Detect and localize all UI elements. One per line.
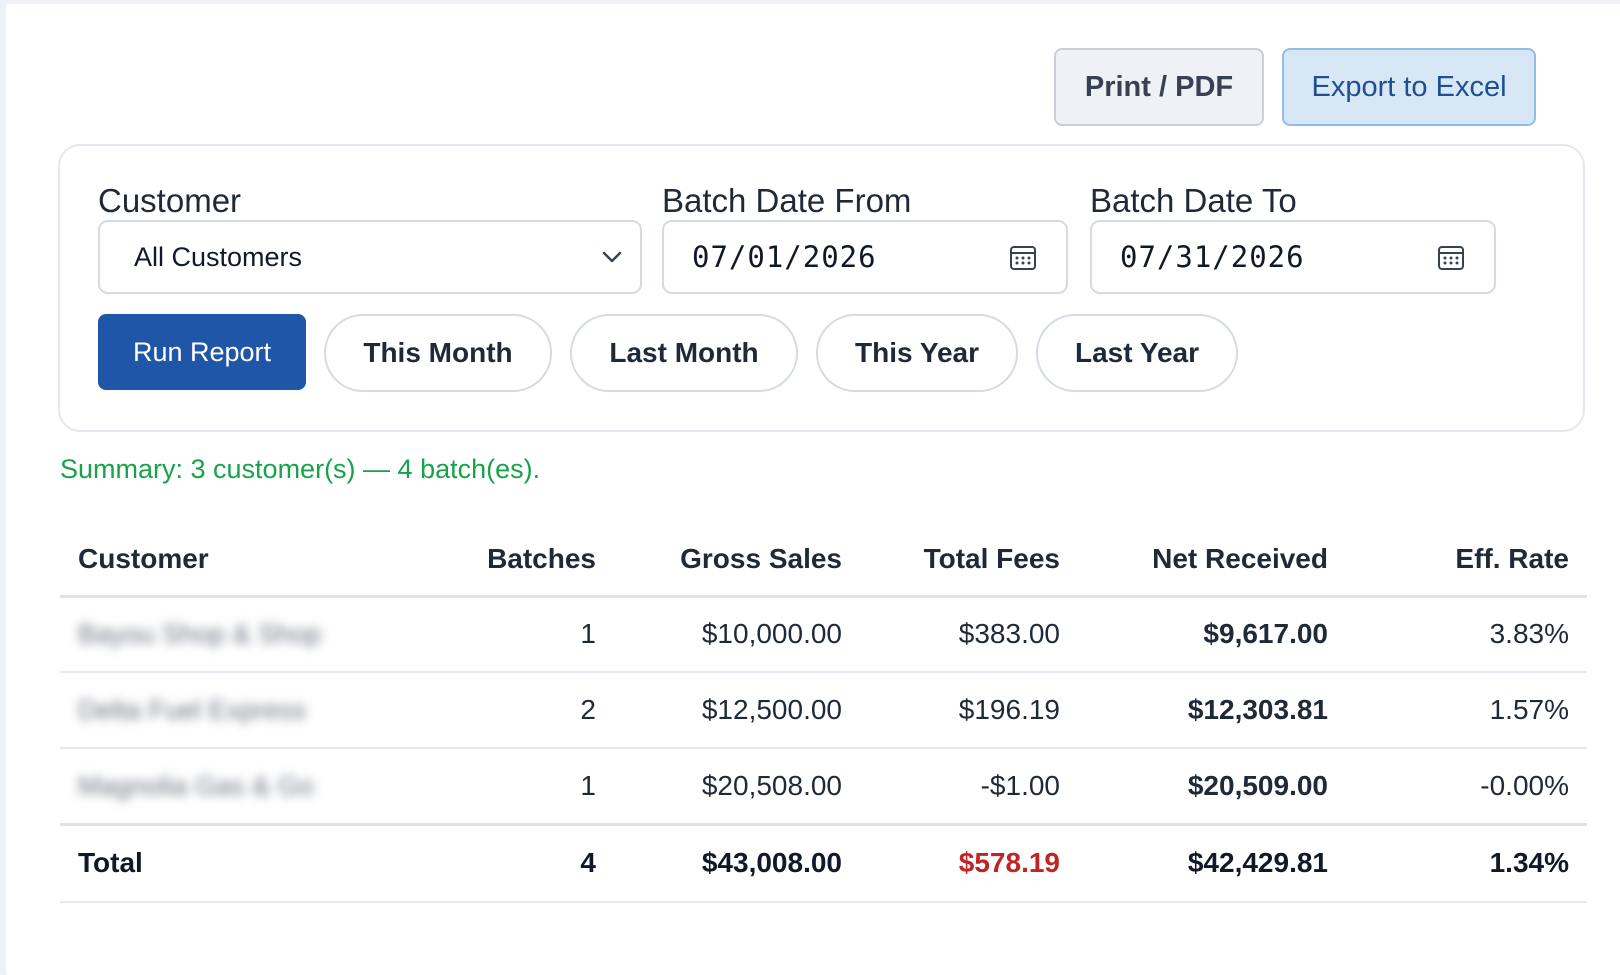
last-year-button[interactable]: Last Year: [1036, 314, 1238, 392]
run-report-button[interactable]: Run Report: [98, 314, 306, 390]
net-cell: $12,303.81: [1060, 672, 1328, 749]
header-net-received[interactable]: Net Received: [1060, 524, 1328, 598]
customer-name: Bayou Shop & Shop: [78, 619, 322, 650]
customer-label: Customer: [98, 182, 242, 219]
gross-cell: $20,508.00: [596, 748, 842, 825]
total-fees: $578.19: [842, 822, 1060, 903]
net-cell: $20,509.00: [1060, 748, 1328, 825]
date-from-label: Batch Date From: [662, 182, 912, 219]
date-to-value: 07/31/2026: [1120, 240, 1305, 274]
print-pdf-button[interactable]: Print / PDF: [1054, 48, 1264, 126]
table-row: Bayou Shop & Shop 1 $10,000.00 $383.00 $…: [60, 596, 1587, 673]
total-gross: $43,008.00: [596, 822, 842, 903]
gross-cell: $10,000.00: [596, 596, 842, 673]
customer-cell: Magnolia Gas & Go: [60, 748, 400, 825]
calendar-icon[interactable]: [1436, 242, 1466, 272]
fees-cell: -$1.00: [842, 748, 1060, 825]
report-table: Customer Batches Gross Sales Total Fees …: [60, 524, 1587, 903]
table-row: Delta Fuel Express 2 $12,500.00 $196.19 …: [60, 672, 1587, 749]
header-customer[interactable]: Customer: [60, 524, 400, 598]
batches-cell: 2: [400, 672, 596, 749]
customer-name: Magnolia Gas & Go: [78, 770, 314, 801]
filter-card: Customer All Customers Batch Date From 0…: [58, 144, 1585, 432]
chevron-down-icon: [602, 251, 622, 263]
customer-select[interactable]: All Customers: [98, 220, 642, 294]
report-page: Print / PDF Export to Excel Customer All…: [6, 4, 1620, 975]
total-net: $42,429.81: [1060, 822, 1328, 903]
this-month-button[interactable]: This Month: [324, 314, 552, 392]
date-to-label: Batch Date To: [1090, 182, 1297, 219]
calendar-icon[interactable]: [1008, 242, 1038, 272]
batches-cell: 1: [400, 596, 596, 673]
total-batches: 4: [400, 822, 596, 903]
header-total-fees[interactable]: Total Fees: [842, 524, 1060, 598]
summary-text: Summary: 3 customer(s) — 4 batch(es).: [60, 454, 541, 484]
button-row: Run Report This Month Last Month This Ye…: [98, 314, 1238, 392]
rate-cell: -0.00%: [1328, 748, 1587, 825]
this-year-button[interactable]: This Year: [816, 314, 1018, 392]
table-header-row: Customer Batches Gross Sales Total Fees …: [60, 524, 1587, 598]
customer-name: Delta Fuel Express: [78, 695, 307, 725]
date-from-input[interactable]: 07/01/2026: [662, 220, 1068, 294]
table-row: Magnolia Gas & Go 1 $20,508.00 -$1.00 $2…: [60, 748, 1587, 825]
date-to-input[interactable]: 07/31/2026: [1090, 220, 1496, 294]
gross-cell: $12,500.00: [596, 672, 842, 749]
rate-cell: 1.57%: [1328, 672, 1587, 749]
last-month-button[interactable]: Last Month: [570, 314, 798, 392]
fees-cell: $383.00: [842, 596, 1060, 673]
customer-cell: Delta Fuel Express: [60, 672, 400, 749]
total-label: Total: [60, 822, 400, 903]
fees-cell: $196.19: [842, 672, 1060, 749]
header-batches[interactable]: Batches: [400, 524, 596, 598]
top-actions: Print / PDF Export to Excel: [1054, 48, 1536, 126]
rate-cell: 3.83%: [1328, 596, 1587, 673]
customer-cell: Bayou Shop & Shop: [60, 596, 400, 673]
net-cell: $9,617.00: [1060, 596, 1328, 673]
header-gross-sales[interactable]: Gross Sales: [596, 524, 842, 598]
total-rate: 1.34%: [1328, 822, 1587, 903]
export-excel-button[interactable]: Export to Excel: [1282, 48, 1536, 126]
customer-select-value: All Customers: [134, 241, 303, 272]
batches-cell: 1: [400, 748, 596, 825]
date-from-value: 07/01/2026: [692, 240, 877, 274]
total-row: Total 4 $43,008.00 $578.19 $42,429.81 1.…: [60, 822, 1587, 903]
header-eff-rate[interactable]: Eff. Rate: [1328, 524, 1587, 598]
